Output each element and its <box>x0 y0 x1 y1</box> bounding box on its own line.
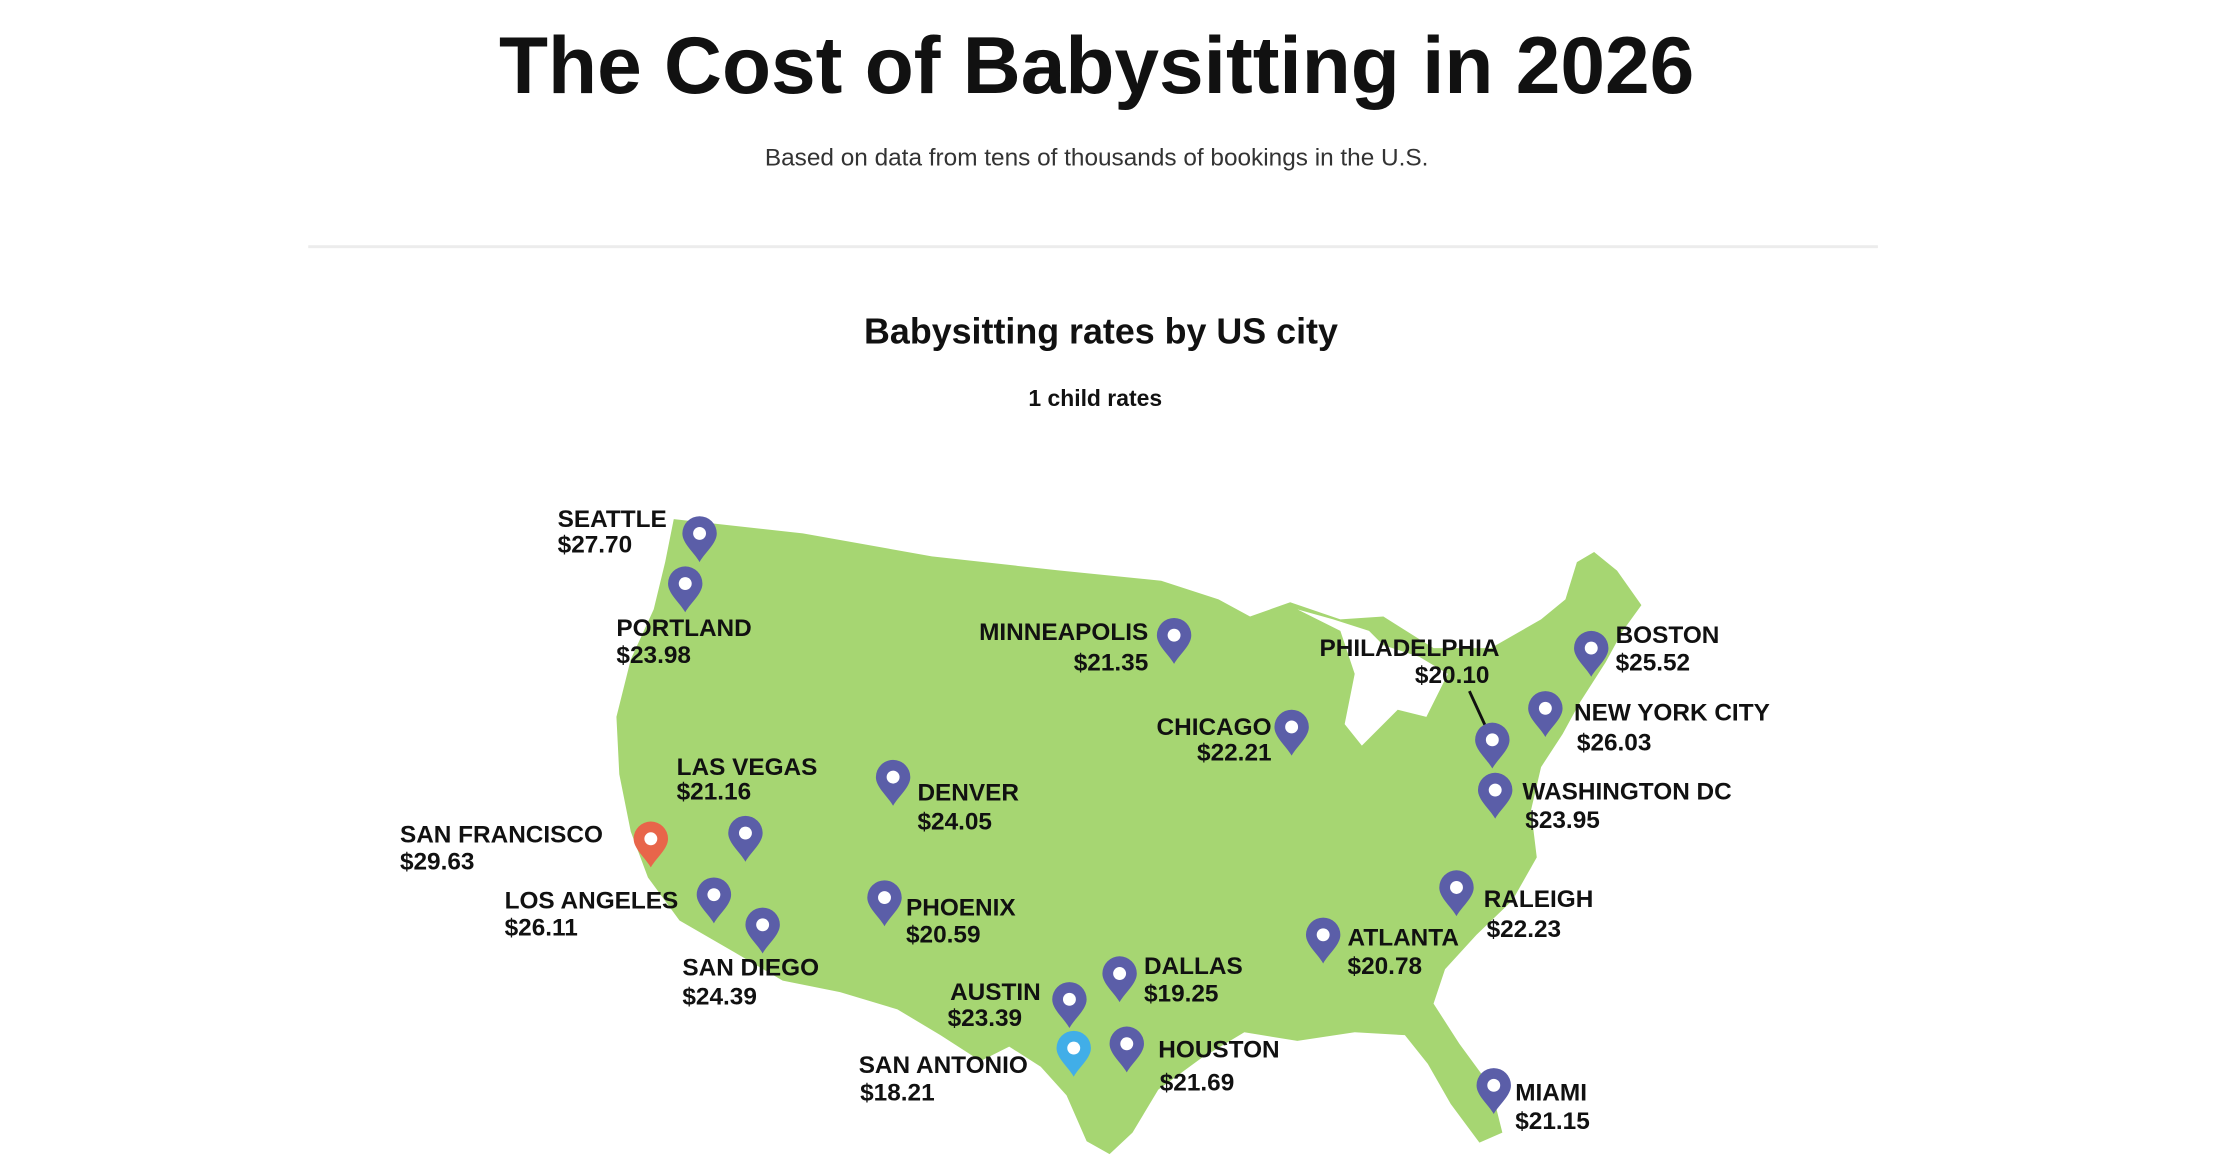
city-name: SAN ANTONIO <box>859 1052 1028 1079</box>
pin-dot <box>878 891 891 904</box>
city-name: RALEIGH <box>1484 886 1594 913</box>
city-rate: $24.05 <box>917 808 992 835</box>
city-rate: $21.16 <box>677 778 752 805</box>
city-rate: $26.03 <box>1577 730 1652 757</box>
leader-line <box>1468 690 1487 727</box>
city-name: DENVER <box>917 780 1019 807</box>
pin-dot <box>644 832 658 846</box>
pin-dot <box>1450 881 1463 894</box>
city-rate: $21.35 <box>1074 649 1149 676</box>
map-title: Babysitting rates by US city <box>864 312 1338 352</box>
city-name: SAN FRANCISCO <box>400 821 603 848</box>
city-name: MIAMI <box>1515 1079 1587 1106</box>
city-rate: $27.70 <box>558 532 633 559</box>
city-markers: SEATTLE$27.70 PORTLAND$23.98 MINNEAPOLIS $2… <box>400 506 1770 1135</box>
city-rate: $23.95 <box>1525 807 1600 834</box>
city-name: LAS VEGAS <box>677 754 818 781</box>
city-rate: $18.21 <box>860 1079 935 1106</box>
pin-dot <box>1285 720 1299 734</box>
city-rate: $26.11 <box>505 915 578 942</box>
pin-dot <box>1487 1078 1501 1092</box>
pin-dot <box>1538 701 1552 715</box>
city-name: ATLANTA <box>1348 925 1459 952</box>
city-rate: $22.21 <box>1197 740 1272 767</box>
city-name: HOUSTON <box>1158 1036 1279 1063</box>
city-name: PHOENIX <box>906 894 1016 921</box>
pin-dot <box>1488 783 1502 797</box>
pin-dot <box>707 888 721 902</box>
pin-dot <box>1167 628 1181 642</box>
pin-dot <box>1113 967 1127 980</box>
city-name: NEW YORK CITY <box>1574 699 1770 726</box>
city-name: AUSTIN <box>950 979 1041 1006</box>
pin-dot <box>756 918 770 932</box>
city-name: MINNEAPOLIS <box>979 619 1148 646</box>
pin-dot <box>738 826 752 840</box>
pin-dot <box>693 526 707 540</box>
pin-dot <box>1316 928 1330 942</box>
city-name: DALLAS <box>1144 953 1243 980</box>
city-rate: $24.39 <box>682 983 757 1010</box>
great-lakes <box>1297 609 1448 746</box>
city-name: SAN DIEGO <box>682 955 819 982</box>
city-rate: $20.10 <box>1415 662 1490 689</box>
city-name: PHILADELPHIA <box>1319 635 1499 662</box>
city-name: PORTLAND <box>616 615 751 642</box>
city-name: LOS ANGELES <box>505 887 679 914</box>
city-name: CHICAGO <box>1157 714 1272 741</box>
city-name: SEATTLE <box>558 506 667 533</box>
pin-dot <box>678 577 692 591</box>
pin-dot <box>1485 733 1499 747</box>
city-rate: $25.52 <box>1616 649 1691 676</box>
city-rate: $21.69 <box>1160 1069 1235 1096</box>
city-name: WASHINGTON DC <box>1522 778 1731 805</box>
city-rate: $19.25 <box>1144 980 1219 1007</box>
pin-dot <box>1062 992 1076 1006</box>
city-rate: $21.15 <box>1515 1108 1590 1135</box>
pin-dot <box>1067 1041 1081 1055</box>
city-rate: $20.59 <box>906 922 981 949</box>
pin-dot <box>886 770 900 784</box>
pin-dot <box>1584 641 1598 655</box>
city-rate: $22.23 <box>1487 916 1562 943</box>
page-title: The Cost of Babysitting in 2026 <box>499 21 1694 111</box>
city-rate: $23.98 <box>616 642 691 669</box>
city-rate: $29.63 <box>400 849 475 876</box>
map-subtitle: 1 child rates <box>1028 385 1162 411</box>
city-rate: $23.39 <box>948 1005 1023 1032</box>
city-rate: $20.78 <box>1348 953 1423 980</box>
pin-dot <box>1120 1037 1134 1051</box>
page-subtitle: Based on data from tens of thousands of … <box>765 145 1429 172</box>
city-name: BOSTON <box>1616 622 1720 649</box>
